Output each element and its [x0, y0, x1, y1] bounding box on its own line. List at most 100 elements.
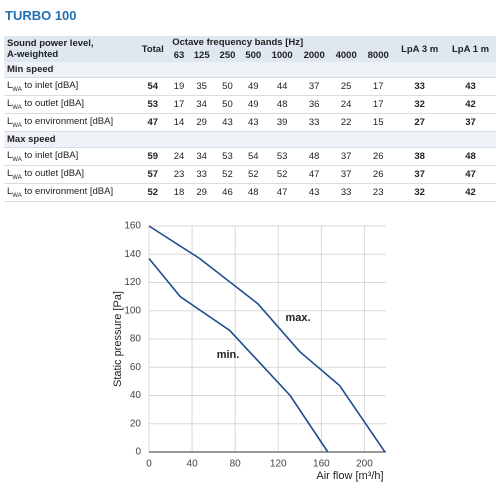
row-label: LWA to inlet [dBA] [4, 77, 137, 96]
cell-value: 25 [330, 77, 363, 96]
cell-value: 47 [445, 165, 496, 184]
y-tick-label: 160 [124, 221, 141, 232]
header-total: Total [136, 36, 170, 62]
cell-value: 24 [330, 95, 363, 114]
header-row: 63 125 250 500 1000 2000 4000 8000 [4, 49, 496, 62]
y-tick-label: 80 [130, 334, 142, 345]
cell-value: 42 [445, 95, 496, 114]
row-subscript: WA [12, 86, 22, 93]
cell-value: 53 [266, 147, 299, 166]
header-label-line: Sound power level, [7, 38, 94, 49]
cell-value: 54 [136, 77, 170, 96]
section-title: Min speed [4, 62, 496, 78]
header-bands: Octave frequency bands [Hz] [169, 36, 395, 49]
cell-value: 53 [136, 95, 170, 114]
header-band: 8000 [362, 49, 395, 62]
data-row: LWA to environment [dBA] 52 18 29 46 48 47 43 33… [4, 183, 496, 202]
row-label: LWA to inlet [dBA] [4, 147, 137, 166]
row-text: to outlet [dBA] [24, 168, 85, 180]
row-label: LWA to outlet [dBA] [4, 95, 137, 114]
cell-value: 48 [240, 183, 267, 202]
cell-value: 17 [362, 95, 395, 114]
row-subscript: WA [12, 104, 22, 111]
cell-value: 33 [330, 183, 363, 202]
chart: 0 20 40 60 80 100 120 140 160 0 40 80 120 160 200 Stati… [112, 221, 386, 482]
cell-value: 32 [394, 183, 446, 202]
header-lpa: LpA 3 m [394, 36, 446, 62]
cell-value: 50 [214, 77, 241, 96]
cell-value: 44 [266, 77, 299, 96]
cell-value: 38 [394, 147, 446, 166]
row-label: LWA to environment [dBA] [4, 183, 137, 202]
section-title: Max speed [4, 131, 496, 148]
header-band: 2000 [298, 49, 331, 62]
cell-value: 26 [362, 165, 395, 184]
cell-value: 15 [362, 113, 395, 132]
cell-value: 37 [330, 165, 363, 184]
cell-value: 48 [445, 147, 496, 166]
cell-value: 27 [394, 113, 446, 132]
cell-value: 34 [188, 95, 215, 114]
cell-value: 24 [169, 147, 189, 166]
row-symbol: L [7, 80, 13, 92]
x-tick-label: 200 [356, 459, 373, 470]
cell-value: 37 [330, 147, 363, 166]
cell-value: 33 [394, 77, 446, 96]
cell-value: 22 [330, 113, 363, 132]
cell-value: 17 [169, 95, 189, 114]
cell-value: 52 [240, 165, 267, 184]
cell-value: 43 [445, 77, 496, 96]
data-row: LWA to inlet [dBA] 59 24 34 53 54 53 48 37 26 38 48 [4, 147, 496, 166]
y-tick-label: 0 [135, 447, 141, 458]
title: TURBO 100 [5, 8, 77, 23]
cell-value: 48 [298, 147, 331, 166]
cell-value: 53 [214, 147, 241, 166]
header-band: 63 [169, 49, 189, 62]
data-row: LWA to outlet [dBA] 57 23 33 52 52 52 47 37 26 37 4… [4, 165, 496, 184]
cell-value: 36 [298, 95, 331, 114]
cell-value: 43 [214, 113, 241, 132]
cell-value: 29 [188, 113, 215, 132]
row-subscript: WA [12, 174, 22, 181]
cell-value: 43 [240, 113, 267, 132]
row-symbol: L [7, 150, 13, 162]
data-row: LWA to inlet [dBA] 54 19 35 50 49 44 37 25 17 33 43 [4, 77, 496, 96]
header-row: Sound power level, A-weighted Total Octave … [4, 36, 496, 62]
cell-value: 52 [266, 165, 299, 184]
cell-value: 43 [298, 183, 331, 202]
header-label: Sound power level, A-weighted [4, 36, 137, 62]
cell-value: 17 [362, 77, 395, 96]
line [148, 225, 386, 453]
cell-value: 37 [445, 113, 496, 132]
x-axis-label: Air flow [m³/h] [316, 470, 383, 482]
header-band: 125 [188, 49, 215, 62]
data-row: LWA to environment [dBA] 47 14 29 43 43 39 33 22… [4, 113, 496, 132]
cell-value: 35 [188, 77, 215, 96]
cell-value: 49 [240, 95, 267, 114]
row-symbol: L [7, 98, 13, 110]
cell-value: 34 [188, 147, 215, 166]
cell-value: 19 [169, 77, 189, 96]
cell-value: 23 [169, 165, 189, 184]
y-tick-label: 40 [130, 390, 142, 401]
row-text: to inlet [dBA] [24, 150, 79, 162]
header-band: 500 [240, 49, 267, 62]
cell-value: 52 [214, 165, 241, 184]
cell-value: 47 [266, 183, 299, 202]
cell-value: 33 [188, 165, 215, 184]
cell-value: 46 [214, 183, 241, 202]
y-tick-label: 20 [130, 418, 142, 429]
row-subscript: WA [12, 192, 22, 199]
row-label: LWA to outlet [dBA] [4, 165, 137, 184]
series-label: max. [285, 312, 310, 324]
line [148, 257, 329, 453]
section-row: Min speed [4, 62, 496, 78]
cell-value: 18 [169, 183, 189, 202]
row-subscript: WA [12, 156, 22, 163]
row-label: LWA to environment [dBA] [4, 113, 137, 132]
y-tick-label: 60 [130, 362, 142, 373]
row-symbol: L [7, 168, 13, 180]
cell-value: 39 [266, 113, 299, 132]
y-tick-label: 100 [124, 305, 141, 316]
